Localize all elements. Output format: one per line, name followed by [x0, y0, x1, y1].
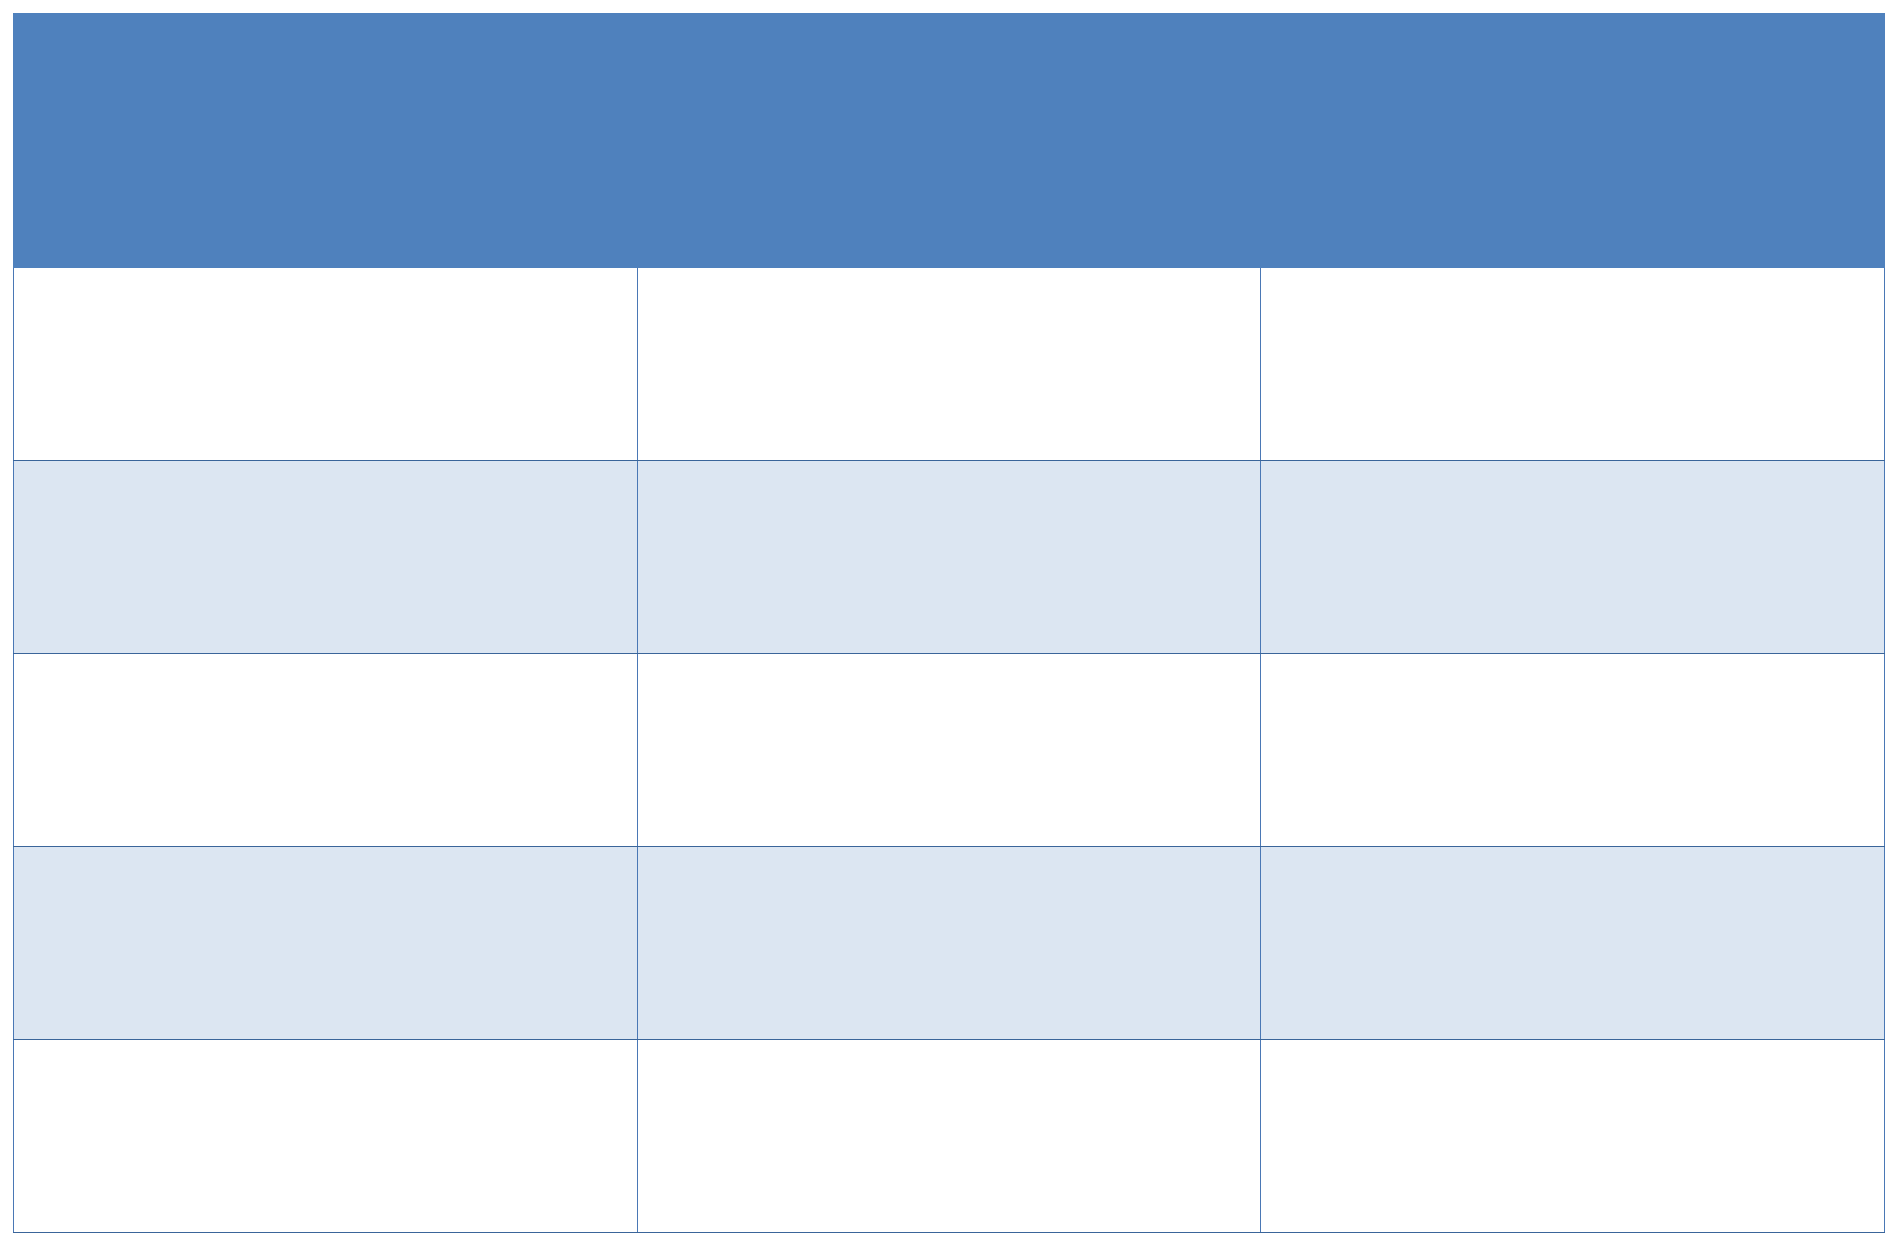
header-cell — [13, 13, 638, 268]
table-cell — [13, 460, 638, 654]
table-row — [13, 846, 1885, 1040]
table-row — [13, 1039, 1885, 1233]
table-cell — [13, 1039, 638, 1233]
table-cell — [636, 1039, 1262, 1233]
table-cell — [13, 653, 638, 847]
table-cell — [636, 267, 1262, 461]
header-cell — [1260, 13, 1885, 268]
table-cell — [636, 653, 1262, 847]
table-header — [13, 13, 1885, 268]
table-cell — [1260, 267, 1885, 461]
header-cell — [636, 13, 1262, 268]
table-row — [13, 460, 1885, 654]
table-cell — [1260, 653, 1885, 847]
table-cell — [636, 460, 1262, 654]
data-table — [13, 13, 1885, 1233]
table-row — [13, 267, 1885, 461]
table-cell — [1260, 1039, 1885, 1233]
table-row — [13, 653, 1885, 847]
table-cell — [1260, 460, 1885, 654]
table-cell — [13, 846, 638, 1040]
table-cell — [1260, 846, 1885, 1040]
table-body — [13, 267, 1885, 1233]
header-row — [13, 13, 1885, 268]
table-cell — [636, 846, 1262, 1040]
table-cell — [13, 267, 638, 461]
